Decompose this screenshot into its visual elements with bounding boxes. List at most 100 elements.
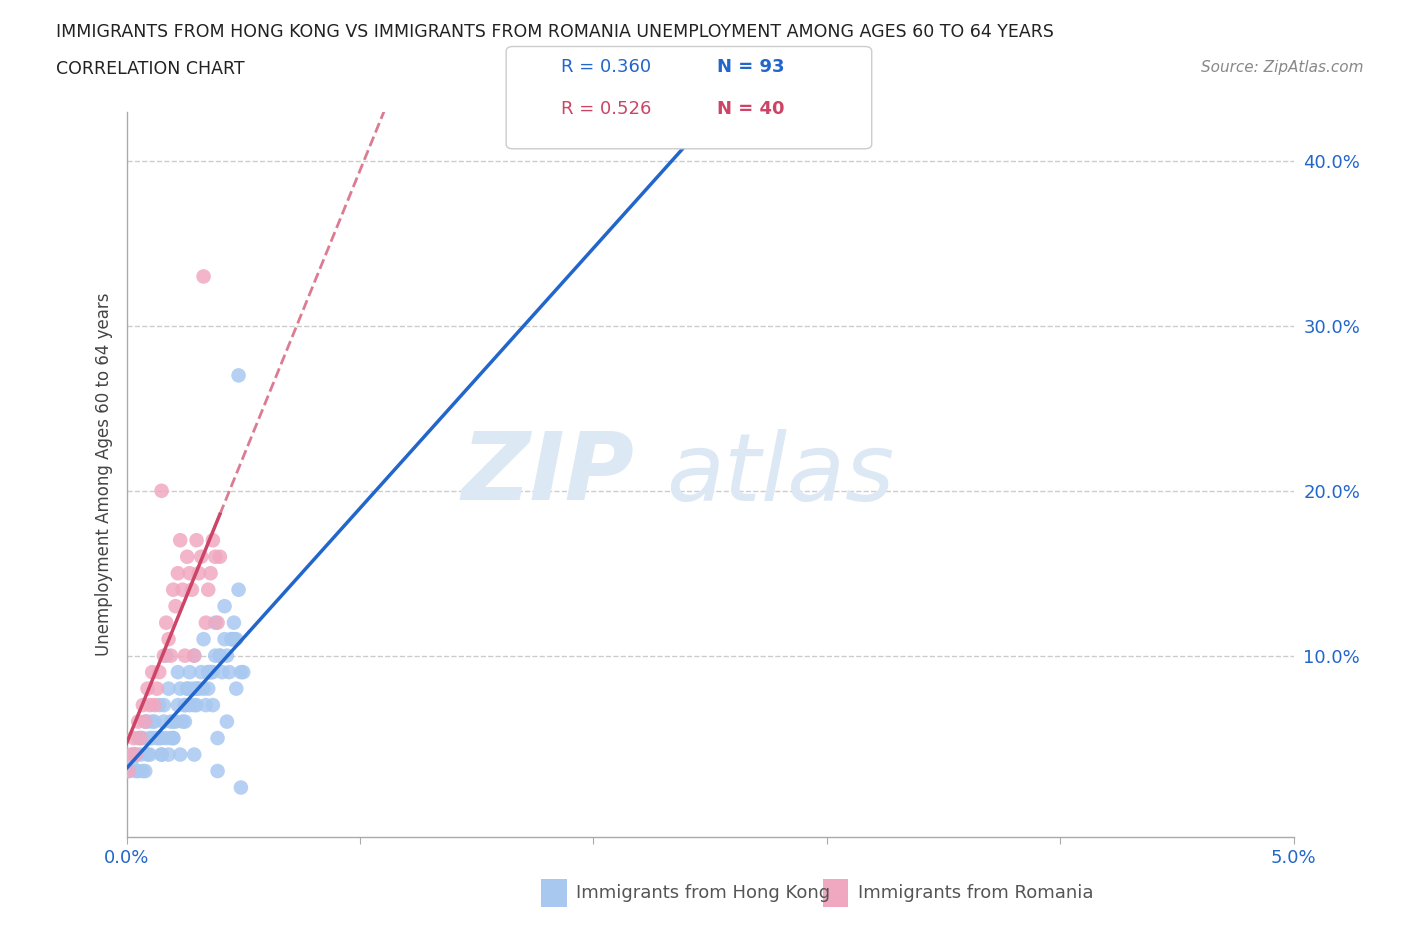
Point	[221, 631, 243, 646]
Point	[183, 698, 205, 712]
Point	[127, 764, 149, 778]
Point	[155, 648, 177, 663]
Text: R = 0.360: R = 0.360	[561, 58, 651, 76]
Point	[225, 631, 247, 646]
Point	[167, 665, 190, 680]
Point	[139, 698, 162, 712]
Point	[129, 731, 152, 746]
Point	[139, 731, 162, 746]
Text: R = 0.526: R = 0.526	[561, 100, 651, 118]
Point	[136, 681, 159, 696]
Text: ZIP: ZIP	[461, 429, 634, 520]
Point	[167, 565, 190, 580]
Point	[141, 665, 163, 680]
Point	[204, 616, 226, 631]
Point	[204, 648, 226, 663]
Point	[127, 714, 149, 729]
Point	[143, 714, 166, 729]
Point	[207, 616, 229, 631]
Point	[174, 648, 197, 663]
Point	[132, 731, 155, 746]
Point	[129, 747, 152, 762]
Point	[122, 747, 145, 762]
Point	[172, 714, 194, 729]
Point	[228, 582, 250, 597]
Point	[197, 582, 219, 597]
Point	[215, 648, 238, 663]
Point	[193, 681, 215, 696]
Point	[179, 565, 201, 580]
Point	[146, 681, 169, 696]
Point	[194, 616, 217, 631]
Point	[141, 731, 163, 746]
Point	[120, 755, 142, 770]
Point	[146, 731, 169, 746]
Point	[208, 550, 231, 565]
Point	[201, 665, 224, 680]
Point	[125, 747, 148, 762]
Point	[160, 731, 183, 746]
Point	[118, 764, 141, 778]
Point	[197, 681, 219, 696]
Point	[160, 648, 183, 663]
Point	[162, 714, 184, 729]
Point	[169, 747, 191, 762]
Point	[214, 599, 236, 614]
Point	[187, 565, 209, 580]
Point	[155, 731, 177, 746]
Point	[174, 714, 197, 729]
Point	[139, 747, 162, 762]
Point	[150, 747, 173, 762]
Point	[136, 714, 159, 729]
Text: Immigrants from Romania: Immigrants from Romania	[858, 884, 1092, 902]
Point	[169, 533, 191, 548]
Point	[141, 714, 163, 729]
Point	[183, 648, 205, 663]
Point	[134, 714, 156, 729]
Point	[162, 582, 184, 597]
Point	[187, 681, 209, 696]
Point	[134, 764, 156, 778]
Point	[186, 698, 208, 712]
Point	[122, 747, 145, 762]
Point	[132, 764, 155, 778]
Point	[150, 747, 173, 762]
Point	[186, 681, 208, 696]
Point	[214, 631, 236, 646]
Point	[190, 550, 212, 565]
Point	[167, 698, 190, 712]
Point	[183, 747, 205, 762]
Point	[204, 550, 226, 565]
Point	[225, 681, 247, 696]
Point	[172, 582, 194, 597]
Point	[153, 648, 176, 663]
Point	[134, 714, 156, 729]
Point	[221, 631, 243, 646]
Point	[125, 764, 148, 778]
Point	[222, 616, 245, 631]
Point	[165, 599, 187, 614]
Point	[179, 665, 201, 680]
Point	[125, 747, 148, 762]
Point	[162, 731, 184, 746]
Point	[148, 698, 170, 712]
Point	[150, 484, 173, 498]
Point	[143, 698, 166, 712]
Y-axis label: Unemployment Among Ages 60 to 64 years: Unemployment Among Ages 60 to 64 years	[94, 293, 112, 656]
Point	[197, 665, 219, 680]
Point	[176, 681, 198, 696]
Point	[200, 565, 222, 580]
Point	[207, 764, 229, 778]
Point	[127, 731, 149, 746]
Point	[174, 698, 197, 712]
Text: atlas: atlas	[666, 429, 894, 520]
Point	[157, 747, 180, 762]
Point	[155, 616, 177, 631]
Point	[229, 780, 252, 795]
Point	[228, 368, 250, 383]
Point	[157, 631, 180, 646]
Point	[153, 714, 176, 729]
Point	[201, 533, 224, 548]
Point	[218, 665, 240, 680]
Point	[180, 681, 202, 696]
